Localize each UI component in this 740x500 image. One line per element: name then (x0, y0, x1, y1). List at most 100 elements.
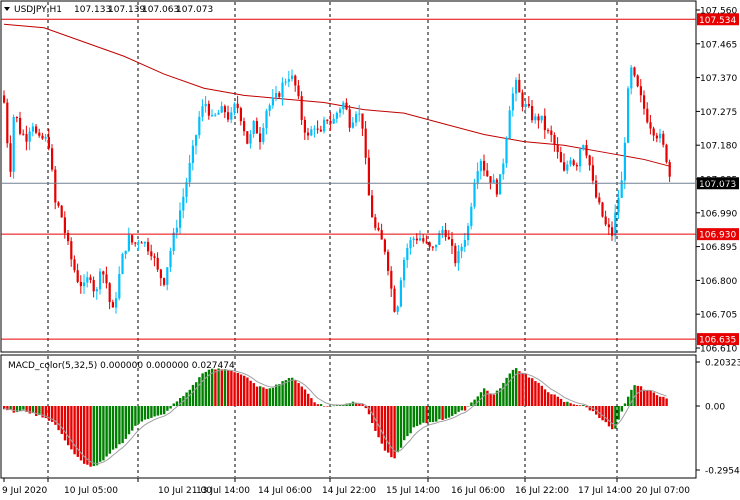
macd-bar (150, 406, 153, 418)
macd-bar (25, 406, 28, 412)
macd-axis[interactable]: 0.203233 0.00 -0.295463 (696, 359, 740, 477)
macd-bar (31, 406, 35, 414)
macd-bar (550, 394, 553, 407)
candle-body (230, 112, 233, 120)
candle-body (252, 121, 255, 135)
macd-bar (214, 369, 217, 407)
candle-body (191, 145, 194, 164)
candle-body (124, 250, 127, 255)
candle-body (211, 115, 214, 117)
macd-bar (620, 406, 623, 412)
macd-bar (371, 406, 374, 424)
horizontal-lines[interactable]: 107.534 106.930 106.635 107.073 (1, 13, 739, 346)
macd-bar (604, 406, 607, 423)
candle-body (550, 130, 553, 135)
macd-bar (627, 396, 630, 407)
macd-bar (294, 380, 297, 407)
candle-body (166, 267, 169, 285)
candle-body (527, 104, 530, 107)
candle-body (489, 176, 492, 183)
collapse-triangle-icon[interactable] (4, 7, 10, 11)
macd-bar (454, 406, 457, 415)
candle-body (543, 115, 546, 131)
candle-body (358, 113, 361, 115)
macd-bar (255, 386, 259, 407)
macd-bar (185, 392, 188, 407)
macd-bar (15, 406, 19, 413)
candle-body (428, 242, 431, 247)
candle-body (6, 102, 9, 144)
macd-bar (435, 406, 438, 422)
candle-body (89, 277, 92, 281)
current-price-label: 107.073 (699, 180, 736, 190)
macd-bar (367, 406, 371, 415)
macd-bar (486, 390, 489, 407)
macd-bar (467, 406, 470, 407)
macd-bar (575, 405, 579, 407)
ohlc-high: 107.139 (108, 5, 145, 15)
time-label: 16 Jul 22:00 (515, 486, 569, 496)
candle-body (511, 93, 514, 111)
macd-bar (195, 382, 198, 407)
macd-bar (115, 406, 118, 449)
candle-body (547, 130, 550, 132)
macd-bar (54, 406, 57, 425)
macd-bar (163, 406, 166, 415)
candle-body (54, 169, 57, 203)
macd-bar (383, 406, 387, 451)
price-label: 106.800 (700, 277, 737, 287)
candle-body (159, 269, 162, 279)
time-label: 13 Jul 14:00 (196, 486, 250, 496)
price-pane[interactable] (0, 0, 697, 353)
macd-scale-label: -0.295463 (705, 467, 740, 477)
candle-body (332, 118, 335, 124)
macd-bar (284, 380, 287, 407)
candle-body (611, 227, 614, 236)
candle-body (495, 179, 498, 195)
candle-body (63, 217, 66, 233)
candle-body (601, 202, 604, 217)
macd-bar (79, 406, 83, 461)
macd-bar (339, 405, 342, 407)
macd-bar (403, 406, 406, 441)
candle-body (579, 149, 582, 167)
price-axis[interactable]: 107.560 107.465 107.370 107.275 107.180 107.0… (696, 7, 737, 355)
candle-body (463, 240, 466, 247)
macd-bar (233, 372, 236, 407)
candle-body (131, 235, 134, 243)
price-label: 106.705 (700, 311, 737, 321)
candle-body (19, 117, 22, 134)
macd-bar (409, 406, 412, 434)
candle-body (662, 133, 665, 145)
candle-body (492, 179, 495, 183)
candle-body (383, 239, 386, 252)
candle-body (99, 271, 102, 290)
macd-bar (153, 406, 156, 417)
candle-body (83, 282, 86, 287)
candle-body (620, 180, 623, 198)
macd-bar (617, 406, 620, 420)
macd-bar (326, 406, 329, 407)
macd-bar (412, 406, 415, 428)
candle-body (108, 283, 111, 303)
candle-body (111, 302, 114, 308)
candle-body (3, 95, 6, 103)
candle-body (73, 259, 76, 271)
candle-body (239, 108, 242, 122)
candle-body (451, 239, 454, 246)
macd-pane[interactable] (0, 354, 697, 479)
macd-bar (63, 406, 67, 441)
candle-body (553, 134, 556, 145)
macd-bar (582, 405, 585, 407)
macd-bar (518, 371, 521, 407)
candle-body (92, 280, 95, 292)
symbol-header: USDJPY,H1 107.133 107.139 107.063 107.07… (4, 5, 213, 15)
candle-body (607, 224, 610, 228)
candle-body (591, 165, 594, 181)
macd-bar (134, 406, 137, 426)
macd-bar (76, 406, 79, 457)
candle-body (633, 67, 636, 76)
candle-body (223, 106, 226, 113)
